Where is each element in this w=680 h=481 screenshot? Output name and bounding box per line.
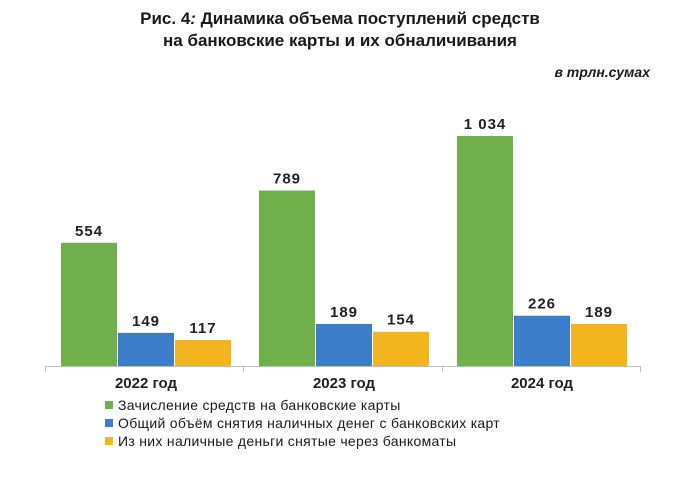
bar-3-2022-год bbox=[175, 339, 231, 366]
bar-2-2022-год bbox=[118, 332, 174, 366]
bar-3-2024-год bbox=[571, 323, 627, 366]
bar-1-2022-год bbox=[61, 242, 117, 366]
x-tick-label: 2022 год bbox=[115, 375, 178, 392]
title-prefix: Рис. 4 bbox=[140, 9, 191, 28]
legend-label: Из них наличные деньги снятые через банк… bbox=[118, 433, 457, 449]
data-label: 189 bbox=[330, 304, 358, 321]
data-label: 189 bbox=[585, 304, 613, 321]
title-line-2: на банковские карты и их обналичивания bbox=[163, 31, 517, 50]
bar-1-2023-год bbox=[259, 190, 315, 366]
data-label: 1 034 bbox=[464, 116, 507, 133]
title-separator: : bbox=[190, 9, 196, 28]
title-line-1: Рис. 4: Динамика объема поступлений сред… bbox=[0, 8, 680, 30]
bar-3-2023-год bbox=[373, 331, 429, 366]
data-label: 554 bbox=[75, 223, 103, 240]
bar-2-2023-год bbox=[316, 323, 372, 366]
x-tick-label: 2024 год bbox=[511, 375, 574, 392]
data-label: 149 bbox=[132, 313, 160, 330]
legend-label: Общий объём снятия наличных денег с банк… bbox=[118, 415, 501, 431]
chart-title: Рис. 4: Динамика объема поступлений сред… bbox=[0, 8, 680, 52]
legend-swatch bbox=[105, 437, 113, 445]
legend-swatch bbox=[105, 401, 113, 409]
legend-item: Общий объём снятия наличных денег с банк… bbox=[105, 414, 500, 432]
legend-item: Зачисление средств на банковские карты bbox=[105, 396, 500, 414]
legend-swatch bbox=[105, 419, 113, 427]
data-label: 789 bbox=[273, 170, 301, 187]
title-text: Динамика объема поступлений средств bbox=[195, 9, 540, 28]
unit-label: в трлн.сумах bbox=[554, 64, 650, 80]
data-label: 117 bbox=[189, 320, 216, 337]
legend: Зачисление средств на банковские карты Об… bbox=[105, 396, 500, 450]
legend-label: Зачисление средств на банковские карты bbox=[118, 397, 401, 413]
data-label: 154 bbox=[387, 312, 415, 329]
data-label: 226 bbox=[528, 296, 556, 313]
bar-2-2024-год bbox=[514, 315, 570, 366]
bar-1-2024-год bbox=[457, 136, 513, 366]
x-tick-label: 2023 год bbox=[313, 375, 376, 392]
legend-item: Из них наличные деньги снятые через банк… bbox=[105, 432, 500, 450]
